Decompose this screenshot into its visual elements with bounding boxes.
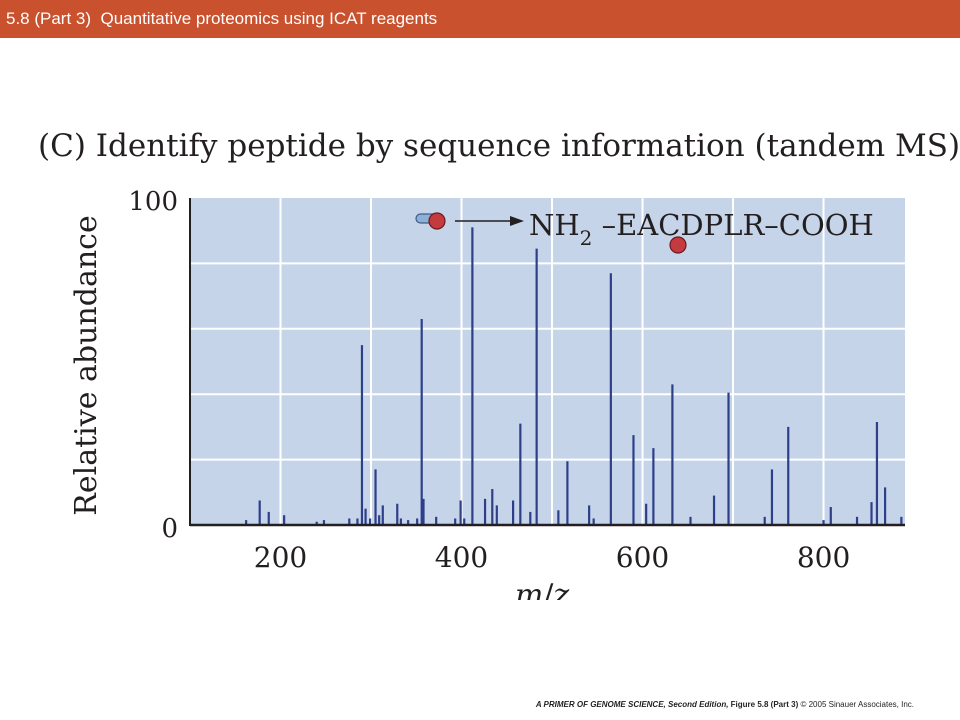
peptide-sequence: NH2 –EACDPLR–COOH [529, 208, 874, 250]
x-axis-label-slash: / [543, 578, 554, 600]
cysteine-marker [669, 236, 687, 254]
x-tick-label: 400 [435, 541, 488, 574]
y-axis-label: Relative abundance [69, 215, 104, 515]
x-axis-label-m: m [515, 578, 543, 600]
slide-title: 5.8 (Part 3) Quantitative proteomics usi… [6, 9, 438, 28]
sequence-prefix: NH [529, 208, 580, 242]
peaks [245, 227, 903, 525]
x-tick-label: 600 [616, 541, 669, 574]
grid [190, 198, 905, 525]
y-tick-label: 100 [128, 187, 178, 217]
caption-book: A PRIMER OF GENOME SCIENCE, Second Editi… [535, 700, 729, 709]
caption-copyright: © 2005 Sinauer Associates, Inc. [800, 700, 914, 709]
figure-heading: (C) Identify peptide by sequence informa… [38, 128, 960, 164]
x-tick-label: 200 [254, 541, 307, 574]
header-bar: 5.8 (Part 3) Quantitative proteomics usi… [0, 0, 960, 38]
sequence-suffix: –EACDPLR–COOH [592, 208, 873, 242]
tick-labels: 200 400 600 800 0 100 [128, 187, 850, 574]
sequence-annotation: NH2 –EACDPLR–COOH [415, 208, 874, 254]
x-axis-label-z: z [552, 578, 569, 600]
x-axis-label: m/z [515, 578, 570, 600]
caption-figure: Figure 5.8 (Part 3) [730, 700, 799, 709]
sequence-subscript: 2 [580, 226, 593, 250]
arrowhead-icon [510, 216, 524, 226]
tag-marker [428, 212, 446, 230]
y-tick-label: 0 [161, 514, 178, 544]
x-tick-label: 800 [797, 541, 850, 574]
figure-caption: A PRIMER OF GENOME SCIENCE, Second Editi… [536, 700, 914, 709]
plot-background [190, 198, 905, 525]
